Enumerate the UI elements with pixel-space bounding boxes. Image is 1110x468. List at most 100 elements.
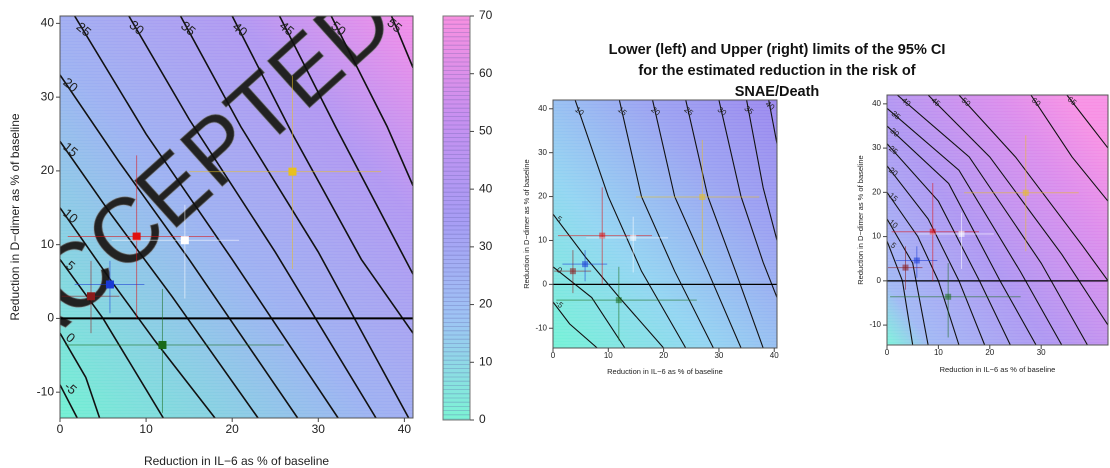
colorbar-tick-label: 70 [479,8,493,22]
plot-background [60,16,413,418]
contour-line [652,100,742,348]
x-tick-label: 30 [312,422,326,436]
contour-line [768,100,777,144]
point [958,230,965,237]
contour-line [553,266,626,348]
contour-line [330,16,413,186]
contour-line [60,332,101,418]
x-axis-label: Reduction in IL−6 as % of baseline [940,365,1056,374]
colorbar-tick-label: 50 [479,124,493,138]
x-tick-label: 10 [934,348,943,357]
contour-line [73,16,339,418]
colorbar-tick-label: 20 [479,297,493,311]
contour-line [896,95,1088,345]
y-tick-label: -10 [535,323,547,332]
point [569,268,576,275]
contour-label: 5 [889,241,899,251]
contour-line [887,143,1011,345]
contour-line [746,100,777,241]
point [132,232,141,241]
point [582,261,589,268]
point [699,194,706,201]
point [1022,189,1029,196]
x-tick-label: 10 [604,351,613,360]
point [180,236,189,245]
plot-frame [552,99,778,349]
contour-line [60,207,216,418]
x-tick-label: 0 [57,422,64,436]
contour-line [887,218,929,345]
colorbar [443,16,470,420]
x-tick-label: 20 [985,348,994,357]
y-tick-label: 20 [872,187,881,196]
colorbar-tick-label: 30 [479,239,493,253]
point [929,228,936,235]
contour-line [128,16,377,418]
point [158,340,167,349]
x-tick-label: 20 [659,351,668,360]
x-tick-label: 40 [398,422,412,436]
point [105,280,114,289]
colorbar-tick-label: 0 [479,412,486,426]
contour-line [1066,95,1108,149]
y-tick-label: -10 [869,320,881,329]
y-tick-label: -10 [37,384,55,398]
contour-line [60,74,299,418]
point [945,293,952,300]
y-tick-label: 0 [47,311,54,325]
x-tick-label: 0 [885,348,890,357]
contour-label: 0 [555,265,565,275]
y-tick-label: 10 [872,232,881,241]
colorbar-tick-label: 10 [479,354,493,368]
contour-line [887,107,1063,345]
point [86,292,95,301]
y-tick-label: 10 [538,236,547,245]
y-tick-label: 30 [872,143,881,152]
contour-line [60,384,78,418]
plot-background [553,100,777,348]
contour-line [887,165,986,345]
contour-line [1030,95,1108,202]
point [288,167,297,176]
x-axis-label: Reduction in IL−6 as % of baseline [607,367,723,376]
y-axis-label: Reduction in D−dimer as % of baseline [8,113,22,320]
contour-line [958,95,1108,282]
contour-label: -5 [554,299,566,311]
point [902,264,909,271]
contour-line [278,16,413,275]
point [630,234,637,241]
y-tick-label: 30 [538,148,547,157]
colorbar-tick-label: 40 [479,181,493,195]
y-tick-label: 0 [877,276,882,285]
contour-line [390,16,413,68]
contour-line [618,100,714,348]
contour-line [685,100,764,348]
y-tick-label: 20 [41,163,55,177]
plot-frame [886,94,1109,346]
x-tick-label: 30 [714,351,723,360]
contour-line [718,100,777,298]
y-tick-label: 40 [41,16,55,30]
point [599,232,606,239]
y-tick-label: 40 [538,104,547,113]
point [615,297,622,304]
y-axis-label: Reduction in D−dimer as % of baseline [856,155,865,284]
y-tick-label: 10 [41,237,55,251]
contour-line [231,16,413,334]
y-tick-label: 40 [872,99,881,108]
y-tick-label: 0 [543,279,548,288]
x-tick-label: 40 [770,351,779,360]
contour-label: 5 [555,214,565,224]
point [913,257,920,264]
figure-title: Lower (left) and Upper (right) limits of… [608,42,946,100]
contour-line [553,301,598,348]
x-tick-label: 30 [1037,348,1046,357]
contour-line [179,16,410,418]
contour-line [60,140,259,418]
y-tick-label: 20 [538,192,547,201]
x-tick-label: 10 [139,422,153,436]
